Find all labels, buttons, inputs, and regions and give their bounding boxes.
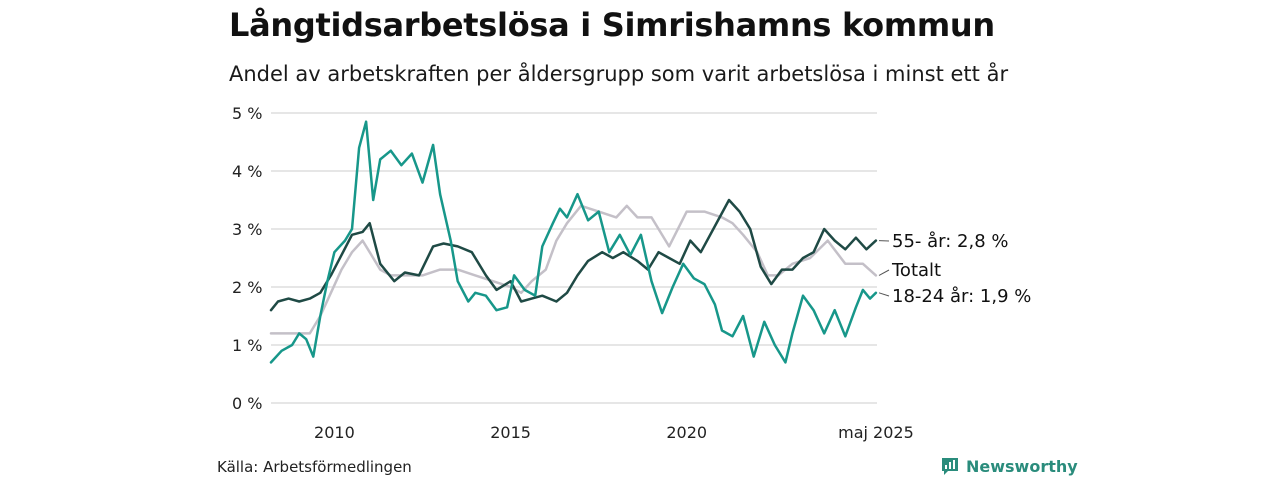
series-line-18-24-r (269, 120, 878, 364)
end-label-leader (878, 292, 890, 297)
end-label-leader (878, 269, 890, 276)
chart-title: Långtidsarbetslösa i Simrishamns kommun (229, 6, 995, 44)
x-tick-label: maj 2025 (838, 423, 914, 442)
end-labels: 55- år: 2,8 % Totalt 18-24 år: 1,9 % (878, 231, 1031, 307)
y-tick-label: 3 % (232, 220, 262, 239)
gridlines (271, 112, 877, 404)
source-note: Källa: Arbetsförmedlingen (217, 458, 412, 476)
end-label: 55- år: 2,8 % (892, 231, 1008, 252)
series-line-55-r (269, 198, 878, 312)
y-tick-label: 4 % (232, 162, 262, 181)
y-tick-label: 5 % (232, 104, 262, 123)
brand-name: Newsworthy (966, 456, 1078, 476)
x-tick-label: 2010 (314, 423, 355, 442)
series-line-totalt (269, 204, 878, 335)
x-tick-label: 2015 (490, 423, 531, 442)
x-axis-ticks: 2010 2015 2020 maj 2025 (314, 423, 914, 442)
y-tick-label: 2 % (232, 278, 262, 297)
series-lines (269, 120, 878, 364)
newsworthy-logo-icon (942, 458, 958, 475)
brand-logo: Newsworthy (940, 456, 1078, 476)
end-label: Totalt (891, 260, 941, 281)
chart-subtitle: Andel av arbetskraften per åldersgrupp s… (229, 62, 1009, 86)
line-chart: 0 %1 %2 %3 %4 %5 % 2010 2015 2020 maj 2025 … (232, 104, 1031, 442)
end-label: 18-24 år: 1,9 % (892, 286, 1031, 307)
y-axis-ticks: 0 % 1 % 2 % 3 % 4 % 5 % (232, 104, 262, 413)
y-tick-label: 1 % (232, 336, 262, 355)
x-tick-label: 2020 (666, 423, 707, 442)
y-tick-label: 0 % (232, 394, 262, 413)
